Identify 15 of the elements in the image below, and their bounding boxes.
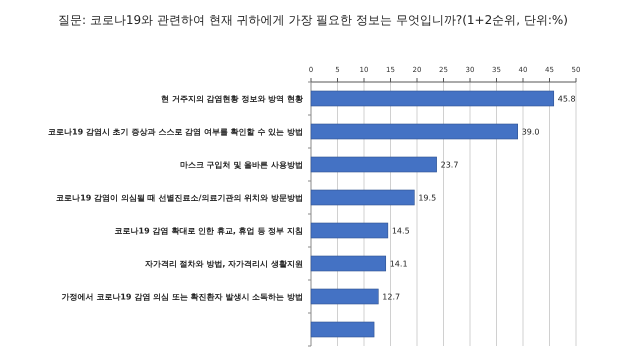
y-tick-label: 가정에서 코로나19 감염 의심 또는 확진환자 발생시 소독하는 방법	[62, 292, 303, 302]
data-label: 39.0	[522, 128, 540, 136]
data-label: 14.5	[392, 226, 410, 236]
data-label: 19.5	[418, 194, 436, 202]
data-label: 23.7	[440, 160, 458, 170]
title: 질문: 코로나19와 관련하여 현재 귀하에게 가장 필요한 정보는 무엇입니까?(1+2순위, 단위:%)	[58, 13, 568, 27]
data-label: 12.7	[382, 292, 400, 302]
y-tick-label: 코로나19 감염이 의심될 때 선별진료소/의료기관의 위치와 방문방법	[56, 194, 303, 202]
data-label: 45.8	[558, 94, 576, 104]
y-tick-label: 마스크 구입처 및 올바른 사용방법	[180, 160, 303, 170]
y-tick-label: 현 거주지의 감염현황 정보와 방역 현황	[161, 94, 303, 104]
y-tick-label: 코로나19 감염시 초기 증상과 스스로 감염 여부를 확인할 수 있는 방법	[48, 128, 303, 136]
y-tick-label: 자가격리 절차와 방법, 자가격리시 생활지원	[144, 260, 303, 268]
y-tick-label: 코로나19 감염 확대로 인한 휴교, 휴업 등 정부 지침	[114, 226, 303, 236]
data-label: 14.1	[390, 260, 408, 268]
